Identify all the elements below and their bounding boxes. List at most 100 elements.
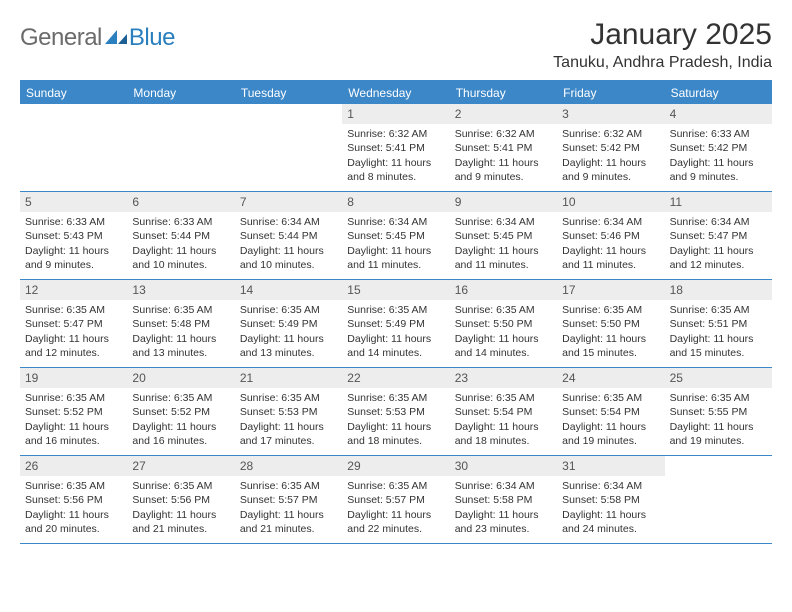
day-cell: 23Sunrise: 6:35 AMSunset: 5:54 PMDayligh… xyxy=(450,368,557,455)
day-cell: 1Sunrise: 6:32 AMSunset: 5:41 PMDaylight… xyxy=(342,104,449,191)
sunrise-line: Sunrise: 6:34 AM xyxy=(455,479,552,493)
sunrise-line: Sunrise: 6:32 AM xyxy=(455,127,552,141)
daylight-line: Daylight: 11 hours and 9 minutes. xyxy=(455,156,552,184)
sunrise-line: Sunrise: 6:34 AM xyxy=(347,215,444,229)
day-cell xyxy=(665,456,772,543)
sunset-line: Sunset: 5:47 PM xyxy=(670,229,767,243)
logo-text-general: General xyxy=(20,24,102,52)
day-header: Friday xyxy=(557,82,664,104)
sunrise-line: Sunrise: 6:35 AM xyxy=(347,303,444,317)
daylight-line: Daylight: 11 hours and 10 minutes. xyxy=(240,244,337,272)
day-number: 18 xyxy=(665,280,772,300)
daylight-line: Daylight: 11 hours and 21 minutes. xyxy=(132,508,229,536)
day-number: 1 xyxy=(342,104,449,124)
day-number: 16 xyxy=(450,280,557,300)
day-cell: 29Sunrise: 6:35 AMSunset: 5:57 PMDayligh… xyxy=(342,456,449,543)
day-header: Monday xyxy=(127,82,234,104)
sunrise-line: Sunrise: 6:35 AM xyxy=(562,303,659,317)
day-number: 2 xyxy=(450,104,557,124)
sunrise-line: Sunrise: 6:33 AM xyxy=(132,215,229,229)
daylight-line: Daylight: 11 hours and 13 minutes. xyxy=(240,332,337,360)
day-number: 15 xyxy=(342,280,449,300)
sunrise-line: Sunrise: 6:35 AM xyxy=(240,303,337,317)
sunset-line: Sunset: 5:43 PM xyxy=(25,229,122,243)
day-number: 22 xyxy=(342,368,449,388)
daylight-line: Daylight: 11 hours and 8 minutes. xyxy=(347,156,444,184)
day-details: Sunrise: 6:34 AMSunset: 5:58 PMDaylight:… xyxy=(557,479,664,540)
day-details: Sunrise: 6:34 AMSunset: 5:45 PMDaylight:… xyxy=(450,215,557,276)
day-details: Sunrise: 6:35 AMSunset: 5:47 PMDaylight:… xyxy=(20,303,127,364)
sunrise-line: Sunrise: 6:33 AM xyxy=(25,215,122,229)
sunrise-line: Sunrise: 6:35 AM xyxy=(670,303,767,317)
day-number: 6 xyxy=(127,192,234,212)
sunrise-line: Sunrise: 6:35 AM xyxy=(25,479,122,493)
day-cell: 2 Sunrise: 6:32 AMSunset: 5:41 PMDaylight… xyxy=(450,104,557,191)
page-header: General Blue January 2025 Tanuku, Andhra… xyxy=(20,18,772,72)
day-details: Sunrise: 6:35 AMSunset: 5:52 PMDaylight:… xyxy=(20,391,127,452)
daylight-line: Daylight: 11 hours and 9 minutes. xyxy=(562,156,659,184)
day-cell: 14 Sunrise: 6:35 AMSunset: 5:49 PMDayligh… xyxy=(235,280,342,367)
sunset-line: Sunset: 5:42 PM xyxy=(562,141,659,155)
daylight-line: Daylight: 11 hours and 11 minutes. xyxy=(455,244,552,272)
day-number: 29 xyxy=(342,456,449,476)
day-details: Sunrise: 6:35 AMSunset: 5:52 PMDaylight:… xyxy=(127,391,234,452)
day-cell xyxy=(235,104,342,191)
day-cell: 25Sunrise: 6:35 AMSunset: 5:55 PMDayligh… xyxy=(665,368,772,455)
day-number: 28 xyxy=(235,456,342,476)
sunset-line: Sunset: 5:49 PM xyxy=(240,317,337,331)
day-cell: 11Sunrise: 6:34 AMSunset: 5:47 PMDayligh… xyxy=(665,192,772,279)
sunset-line: Sunset: 5:55 PM xyxy=(670,405,767,419)
sunset-line: Sunset: 5:51 PM xyxy=(670,317,767,331)
sunrise-line: Sunrise: 6:34 AM xyxy=(240,215,337,229)
sunset-line: Sunset: 5:46 PM xyxy=(562,229,659,243)
day-number: 5 xyxy=(20,192,127,212)
sunset-line: Sunset: 5:52 PM xyxy=(25,405,122,419)
sunset-line: Sunset: 5:54 PM xyxy=(562,405,659,419)
day-number: 30 xyxy=(450,456,557,476)
day-number: 20 xyxy=(127,368,234,388)
daylight-line: Daylight: 11 hours and 11 minutes. xyxy=(562,244,659,272)
day-cell: 12Sunrise: 6:35 AMSunset: 5:47 PMDayligh… xyxy=(20,280,127,367)
sunrise-line: Sunrise: 6:35 AM xyxy=(25,303,122,317)
daylight-line: Daylight: 11 hours and 24 minutes. xyxy=(562,508,659,536)
sunset-line: Sunset: 5:44 PM xyxy=(240,229,337,243)
week-row: 19Sunrise: 6:35 AMSunset: 5:52 PMDayligh… xyxy=(20,368,772,456)
daylight-line: Daylight: 11 hours and 12 minutes. xyxy=(670,244,767,272)
sunset-line: Sunset: 5:50 PM xyxy=(562,317,659,331)
daylight-line: Daylight: 11 hours and 9 minutes. xyxy=(670,156,767,184)
day-cell: 30Sunrise: 6:34 AMSunset: 5:58 PMDayligh… xyxy=(450,456,557,543)
sunset-line: Sunset: 5:58 PM xyxy=(455,493,552,507)
daylight-line: Daylight: 11 hours and 9 minutes. xyxy=(25,244,122,272)
day-details: Sunrise: 6:32 AMSunset: 5:42 PMDaylight:… xyxy=(557,127,664,188)
day-number: 11 xyxy=(665,192,772,212)
day-details: Sunrise: 6:35 AMSunset: 5:57 PMDaylight:… xyxy=(235,479,342,540)
sunset-line: Sunset: 5:47 PM xyxy=(25,317,122,331)
daylight-line: Daylight: 11 hours and 16 minutes. xyxy=(132,420,229,448)
daylight-line: Daylight: 11 hours and 16 minutes. xyxy=(25,420,122,448)
sunset-line: Sunset: 5:41 PM xyxy=(455,141,552,155)
day-cell: 31Sunrise: 6:34 AMSunset: 5:58 PMDayligh… xyxy=(557,456,664,543)
sunrise-line: Sunrise: 6:35 AM xyxy=(240,391,337,405)
daylight-line: Daylight: 11 hours and 14 minutes. xyxy=(347,332,444,360)
sunset-line: Sunset: 5:41 PM xyxy=(347,141,444,155)
day-details: Sunrise: 6:35 AMSunset: 5:55 PMDaylight:… xyxy=(665,391,772,452)
day-number: 14 xyxy=(235,280,342,300)
day-cell: 28 Sunrise: 6:35 AMSunset: 5:57 PMDayligh… xyxy=(235,456,342,543)
sunset-line: Sunset: 5:56 PM xyxy=(25,493,122,507)
day-cell: 13Sunrise: 6:35 AMSunset: 5:48 PMDayligh… xyxy=(127,280,234,367)
sunrise-line: Sunrise: 6:35 AM xyxy=(240,479,337,493)
day-header: Tuesday xyxy=(235,82,342,104)
day-details: Sunrise: 6:35 AMSunset: 5:53 PMDaylight:… xyxy=(342,391,449,452)
day-cell: 27Sunrise: 6:35 AMSunset: 5:56 PMDayligh… xyxy=(127,456,234,543)
sunrise-line: Sunrise: 6:35 AM xyxy=(132,391,229,405)
location-text: Tanuku, Andhra Pradesh, India xyxy=(553,54,772,72)
sunset-line: Sunset: 5:42 PM xyxy=(670,141,767,155)
sunrise-line: Sunrise: 6:35 AM xyxy=(132,479,229,493)
day-details: Sunrise: 6:35 AMSunset: 5:54 PMDaylight:… xyxy=(557,391,664,452)
day-cell: 6Sunrise: 6:33 AMSunset: 5:44 PMDaylight… xyxy=(127,192,234,279)
day-details: Sunrise: 6:35 AMSunset: 5:51 PMDaylight:… xyxy=(665,303,772,364)
week-row: 26Sunrise: 6:35 AMSunset: 5:56 PMDayligh… xyxy=(20,456,772,544)
day-number: 21 xyxy=(235,368,342,388)
sunrise-line: Sunrise: 6:35 AM xyxy=(562,391,659,405)
logo: General Blue xyxy=(20,18,175,52)
